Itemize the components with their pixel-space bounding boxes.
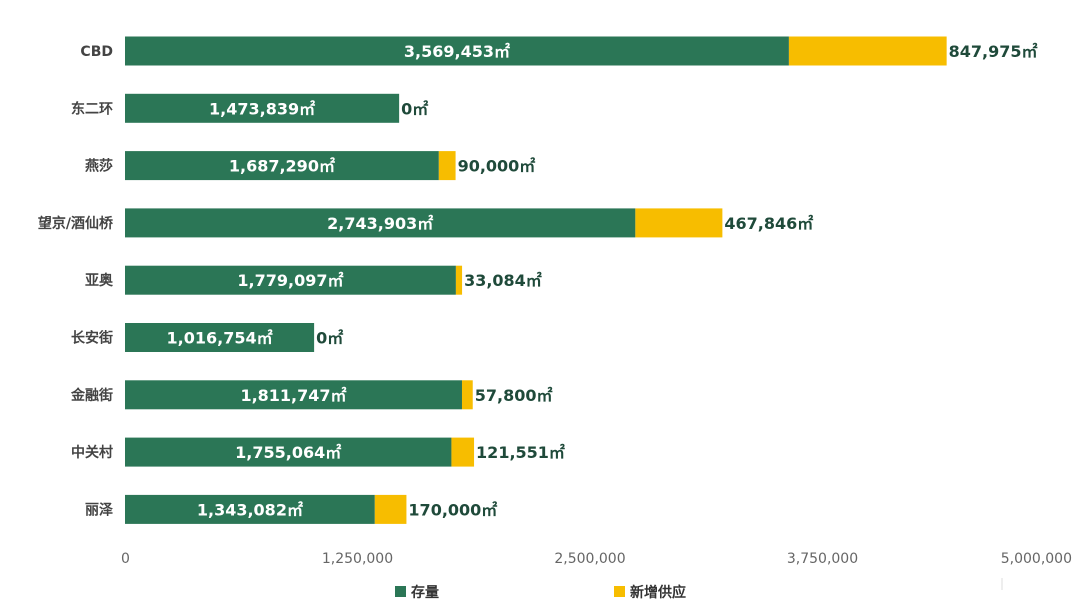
stock-value-label: 1,779,097㎡ xyxy=(237,271,343,290)
stock-value-label: 1,811,747㎡ xyxy=(240,386,346,405)
new-supply-value-label: 121,551㎡ xyxy=(476,443,565,462)
category-label: 燕莎 xyxy=(85,158,113,175)
stock-value-label: 3,569,453㎡ xyxy=(404,42,510,61)
x-tick-label: 5,000,000 xyxy=(1001,551,1072,567)
x-tick-label: 0 xyxy=(121,551,130,567)
category-label: 长安街 xyxy=(71,330,113,347)
new-supply-value-label: 33,084㎡ xyxy=(464,271,542,290)
bar-stock xyxy=(125,494,375,524)
bar-stock xyxy=(125,36,789,66)
category-label: 亚奥 xyxy=(85,272,114,289)
bar-stock xyxy=(125,151,439,181)
legend: 存量 新增供应 xyxy=(395,578,1003,601)
stock-value-label: 1,687,290㎡ xyxy=(229,157,335,176)
stock-value-label: 1,473,839㎡ xyxy=(209,99,315,118)
bar-stock xyxy=(125,323,315,352)
bar-stock xyxy=(125,93,400,123)
new-supply-value-label: 0㎡ xyxy=(401,99,428,118)
category-label: 中关村 xyxy=(71,444,113,461)
bar-stock xyxy=(125,265,456,295)
bar-stock xyxy=(125,437,452,467)
bar-new-supply xyxy=(788,36,947,66)
legend-item-new-supply: 新增供应 xyxy=(614,584,686,601)
new-supply-value-label: 467,846㎡ xyxy=(724,214,813,233)
bar-new-supply xyxy=(451,437,475,467)
category-label: CBD xyxy=(80,44,113,60)
category-label: 望京/酒仙桥 xyxy=(38,215,114,232)
new-supply-value-label: 847,975㎡ xyxy=(949,42,1038,61)
stock-value-label: 1,343,082㎡ xyxy=(197,500,303,519)
category-label: 东二环 xyxy=(71,100,113,117)
new-supply-value-label: 0㎡ xyxy=(316,329,343,348)
x-tick-label: 2,500,000 xyxy=(554,551,625,567)
legend-swatch xyxy=(614,586,625,597)
x-tick-label: 3,750,000 xyxy=(787,551,858,567)
new-supply-value-label: 90,000㎡ xyxy=(458,157,536,176)
legend-label: 新增供应 xyxy=(630,584,686,601)
category-label: 丽泽 xyxy=(85,502,113,518)
new-supply-value-label: 170,000㎡ xyxy=(408,500,497,519)
legend-swatch xyxy=(395,586,406,597)
new-supply-value-label: 57,800㎡ xyxy=(475,386,553,405)
bars-group: 3,569,453㎡ 847,975㎡ 1,473,839㎡ 0㎡ 1,687,290㎡… xyxy=(125,36,1038,524)
legend-item-stock: 存量 xyxy=(395,584,439,601)
bar-stock xyxy=(125,380,462,410)
bar-new-supply xyxy=(455,265,463,295)
x-tick-label: 1,250,000 xyxy=(322,551,393,567)
legend-label: 存量 xyxy=(411,584,439,601)
bar-new-supply xyxy=(374,494,407,524)
stock-value-label: 2,743,903㎡ xyxy=(327,214,433,233)
bar-new-supply xyxy=(438,151,456,181)
bar-stock xyxy=(125,208,636,238)
stock-value-label: 1,016,754㎡ xyxy=(167,329,273,348)
x-axis-ticks: 0 1,250,000 2,500,000 3,750,000 5,000,000 xyxy=(121,551,1072,567)
stock-value-label: 1,755,064㎡ xyxy=(235,443,341,462)
category-label: 金融街 xyxy=(70,387,113,404)
bar-new-supply xyxy=(635,208,723,238)
bar-new-supply xyxy=(461,380,473,410)
